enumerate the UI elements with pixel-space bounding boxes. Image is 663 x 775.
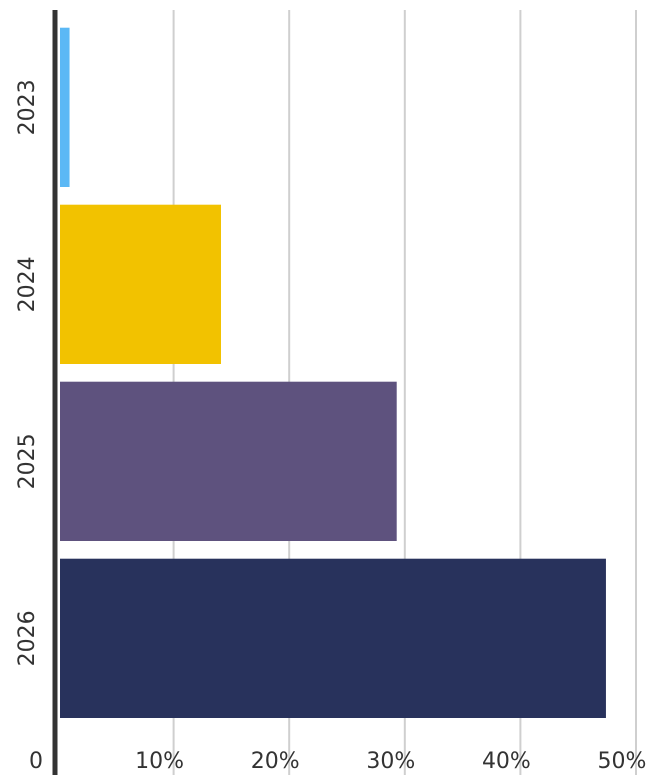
x-tick-label: 0 [29,749,43,774]
category-labels: 2023 2024 2025 2026 [15,79,40,666]
category-label-2026: 2026 [15,610,40,666]
x-tick-label: 20% [251,749,300,774]
bar-2023 [60,27,70,188]
x-tick-label: 10% [135,749,184,774]
category-label-2023: 2023 [15,79,40,135]
x-tick-label: 50% [598,749,647,774]
bar-2024 [60,204,221,364]
x-tick-label: 40% [482,749,531,774]
category-label-2024: 2024 [15,256,40,312]
bar-2026 [60,558,606,718]
bar-2025 [60,381,397,541]
category-label-2025: 2025 [15,433,40,489]
bars [60,27,606,718]
x-tick-labels: 0 10% 20% 30% 40% 50% [29,749,646,774]
x-tick-label: 30% [366,749,415,774]
